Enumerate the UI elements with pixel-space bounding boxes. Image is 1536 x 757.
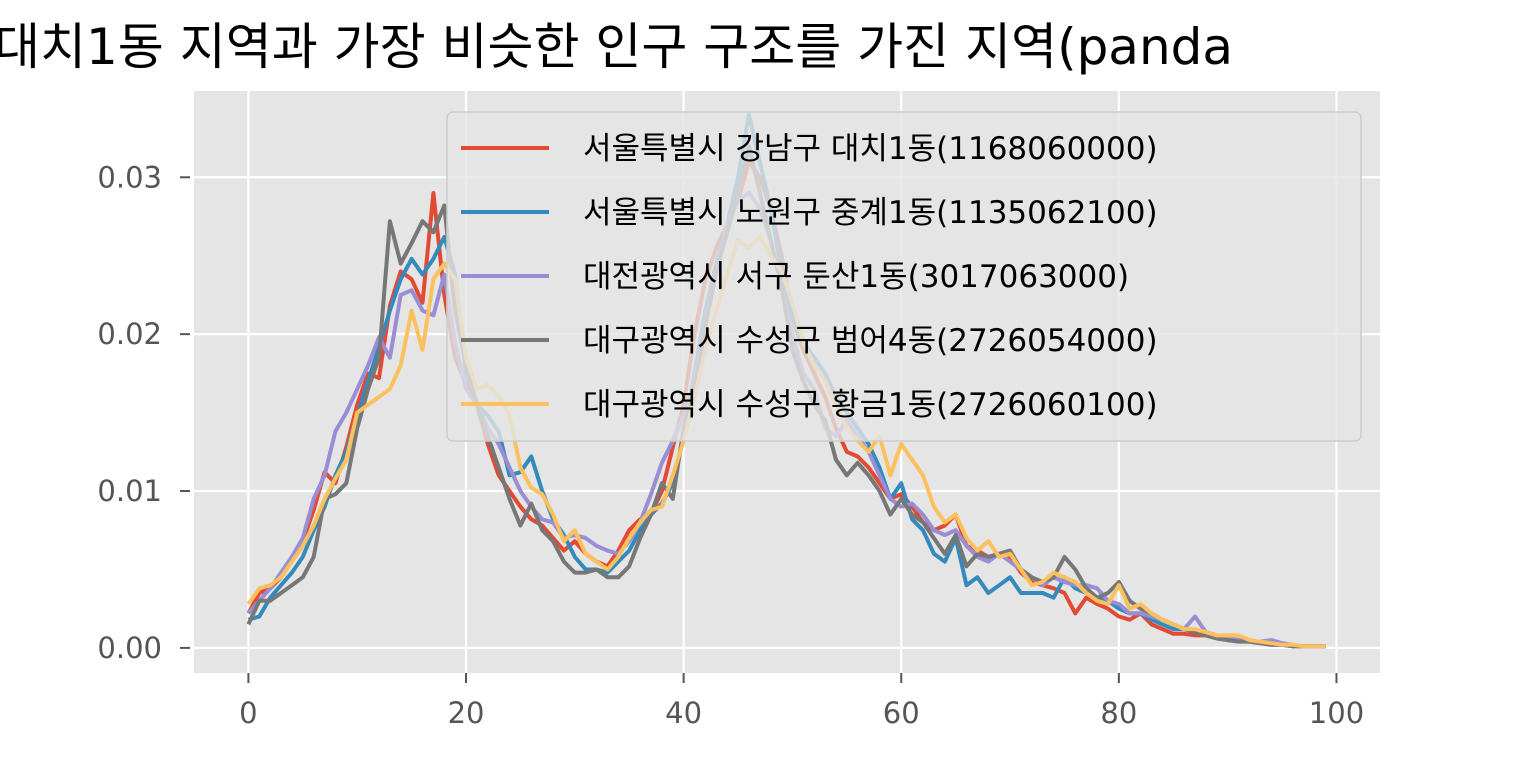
- x-tick-label: 100: [1309, 696, 1364, 730]
- y-tick-label: 0.00: [97, 631, 162, 665]
- x-tick-label: 40: [665, 696, 702, 730]
- legend-label-0: 서울특별시 강남구 대치1동(1168060000): [583, 131, 1158, 167]
- y-tick-label: 0.01: [97, 474, 162, 508]
- x-tick-label: 20: [448, 696, 485, 730]
- legend-box: [446, 111, 1362, 442]
- y-tick-label: 0.03: [97, 160, 162, 194]
- x-tick-label: 60: [883, 696, 920, 730]
- legend-label-3: 대구광역시 수성구 범어4동(2726054000): [583, 323, 1158, 359]
- legend-label-2: 대전광역시 서구 둔산1동(3017063000): [583, 259, 1129, 295]
- x-tick-label: 0: [239, 696, 257, 730]
- legend-label-4: 대구광역시 수성구 황금1동(2726060100): [583, 387, 1158, 423]
- axis-ticks: 0 20 40 60 80 100 0.00 0.01 0.02 0.03: [97, 160, 1364, 730]
- y-tick-label: 0.02: [97, 317, 162, 351]
- chart-title: 대치1동 지역과 가장 비슷한 인구 구조를 가진 지역(panda: [0, 18, 1233, 76]
- legend-label-1: 서울특별시 노원구 중계1동(1135062100): [583, 195, 1158, 231]
- legend: 서울특별시 강남구 대치1동(1168060000) 서울특별시 노원구 중계1동…: [446, 111, 1362, 442]
- x-tick-label: 80: [1100, 696, 1137, 730]
